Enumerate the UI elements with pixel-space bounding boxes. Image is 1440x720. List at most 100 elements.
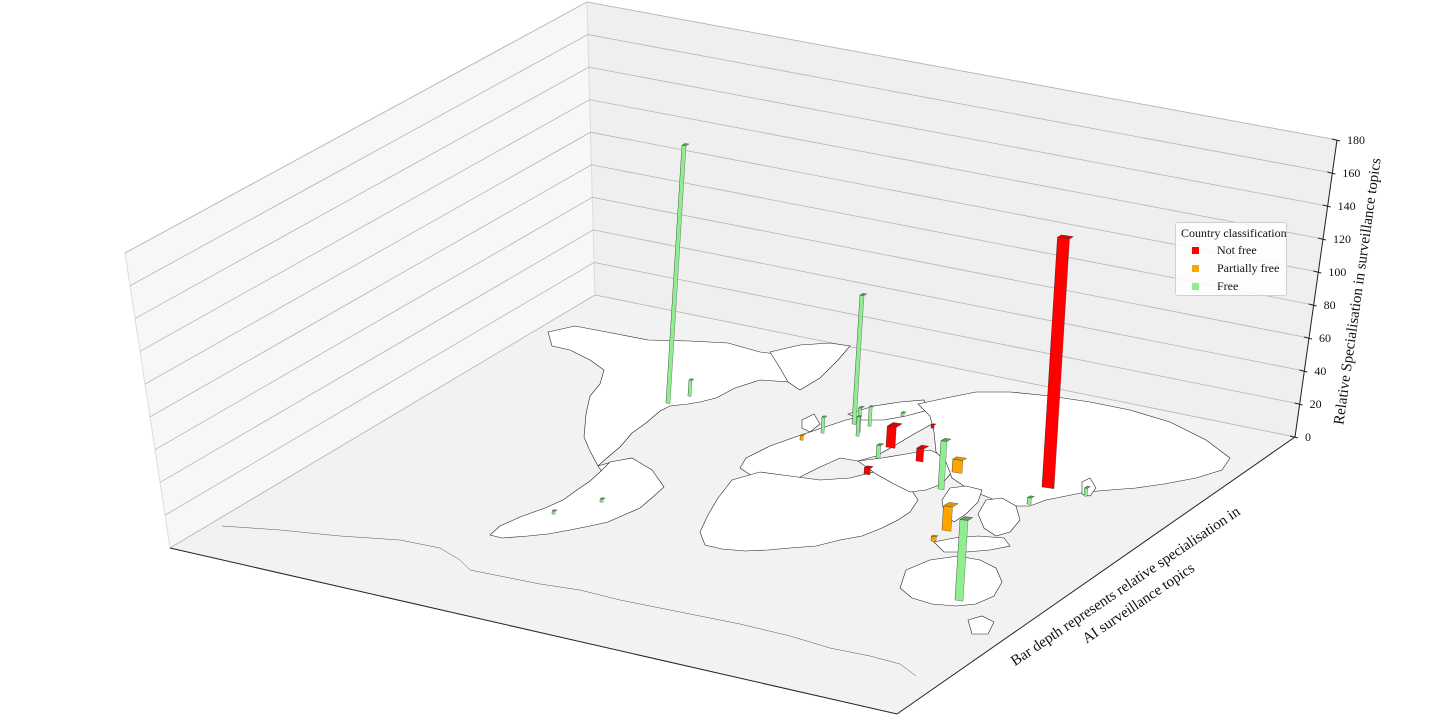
legend-title: Country classification: [1181, 226, 1287, 240]
y-axis-line: [896, 436, 1296, 715]
bar-russia-west-: [930, 423, 937, 429]
world-basemap: [221, 325, 1231, 677]
z-gridline: [149, 164, 1314, 418]
north-america-outline: [547, 325, 809, 467]
new-zealand-outline: [967, 615, 995, 635]
z-tick-mark: [1331, 138, 1341, 142]
bar-top-face: [943, 502, 959, 508]
z-tick-label: 180: [1347, 133, 1365, 147]
z-tick-mark: [1299, 369, 1308, 373]
bar-china: [1041, 234, 1074, 489]
bar-italy: [855, 415, 863, 437]
z-gridline: [144, 131, 1319, 385]
southeast-asia-outline: [977, 497, 1021, 537]
bar-united-states-east-: [687, 378, 695, 397]
z-tick-mark: [1327, 171, 1336, 175]
bar-front-face: [900, 412, 905, 417]
bar-front-face: [799, 434, 804, 441]
bar-front-face: [551, 510, 556, 515]
bar-singapore: [930, 534, 939, 542]
legend-label-partially-free: Partially free: [1217, 260, 1280, 275]
z-gridline: [124, 1, 1338, 254]
legend-swatch-partially-free: [1192, 264, 1199, 272]
bar-top-face: [863, 465, 874, 469]
bar-top-face: [940, 438, 952, 442]
bar-front-face: [885, 425, 897, 449]
bar-japan: [1083, 485, 1091, 497]
bar-front-face: [930, 424, 935, 429]
z-gridline: [139, 99, 1324, 352]
bar-south-korea: [1026, 495, 1035, 505]
uk-outline: [801, 413, 821, 433]
bar-top-face: [551, 509, 558, 512]
bar-top-face: [821, 415, 828, 418]
bar-top-face: [859, 293, 868, 296]
bar-top-face: [868, 405, 875, 408]
bar-malaysia: [941, 501, 959, 532]
z-gridline: [169, 294, 1296, 549]
bar-front-face: [863, 467, 871, 476]
bars-layer: [551, 143, 1091, 602]
bar-top-face: [930, 534, 939, 538]
antarctica-outline: [221, 525, 917, 677]
bar-india: [937, 437, 952, 491]
bar-top-face: [952, 456, 968, 461]
bar-front-face: [875, 444, 881, 459]
bar-top-face: [856, 415, 863, 418]
bar-front-face: [1026, 497, 1032, 505]
z-tick-label: 160: [1342, 166, 1360, 180]
bar-denmark: [867, 405, 875, 427]
z-tick-label: 100: [1328, 265, 1346, 279]
z-tick-label: 20: [1310, 397, 1322, 411]
bar-top-face: [959, 516, 974, 521]
bar-top-face: [916, 444, 930, 450]
bar-top-face: [681, 143, 690, 146]
z-gridline: [154, 196, 1310, 451]
z-tick-mark: [1308, 303, 1317, 307]
bar-iran: [915, 444, 930, 463]
z-tick-mark: [1303, 336, 1313, 340]
z-axis-line: [1294, 139, 1338, 438]
z-gridline: [159, 229, 1305, 483]
south-america-outline: [489, 457, 665, 539]
z-tick-mark: [1294, 402, 1303, 406]
bar-front-face: [951, 458, 963, 474]
legend: Country classification Not free Partiall…: [1175, 222, 1287, 296]
bar-finland: [900, 411, 907, 417]
bar-front-face: [941, 505, 953, 532]
legend-swatch-not-free: [1192, 246, 1199, 254]
legend-label-not-free: Not free: [1217, 242, 1257, 257]
bar-top-face: [900, 411, 907, 414]
africa-outline: [699, 471, 919, 552]
bar-top-face: [876, 443, 885, 446]
legend-item-free: Free: [1192, 278, 1238, 294]
z-tick-label: 0: [1305, 430, 1311, 444]
bar-top-face: [688, 378, 695, 381]
z-tick-mark: [1313, 270, 1322, 274]
bar-australia: [954, 516, 974, 602]
asia-outline: [917, 391, 1231, 507]
bar-front-face: [930, 535, 937, 542]
bar-pakistan: [951, 456, 968, 474]
bar-egypt: [863, 465, 874, 476]
z-tick-label: 140: [1338, 199, 1356, 213]
z-tick-mark: [1322, 204, 1331, 208]
bar-top-face: [1084, 485, 1091, 489]
z-tick-mark: [1317, 237, 1327, 241]
bar-front-face: [915, 447, 924, 463]
bar-top-face: [599, 497, 606, 500]
greenland-outline: [769, 342, 851, 391]
bar-united-kingdom: [851, 293, 868, 425]
bar-top-face: [930, 423, 937, 426]
x-axis-line: [169, 547, 898, 715]
bar-netherlands: [875, 443, 885, 459]
bar-chile: [551, 509, 558, 515]
bar-spain: [820, 415, 828, 434]
bar-top-face: [1026, 495, 1035, 499]
bar-front-face: [599, 498, 604, 503]
bar-top-face: [1057, 234, 1074, 240]
legend-item-not-free: Not free: [1192, 242, 1257, 258]
z-tick-label: 80: [1324, 298, 1336, 312]
legend-item-partially-free: Partially free: [1192, 260, 1279, 276]
